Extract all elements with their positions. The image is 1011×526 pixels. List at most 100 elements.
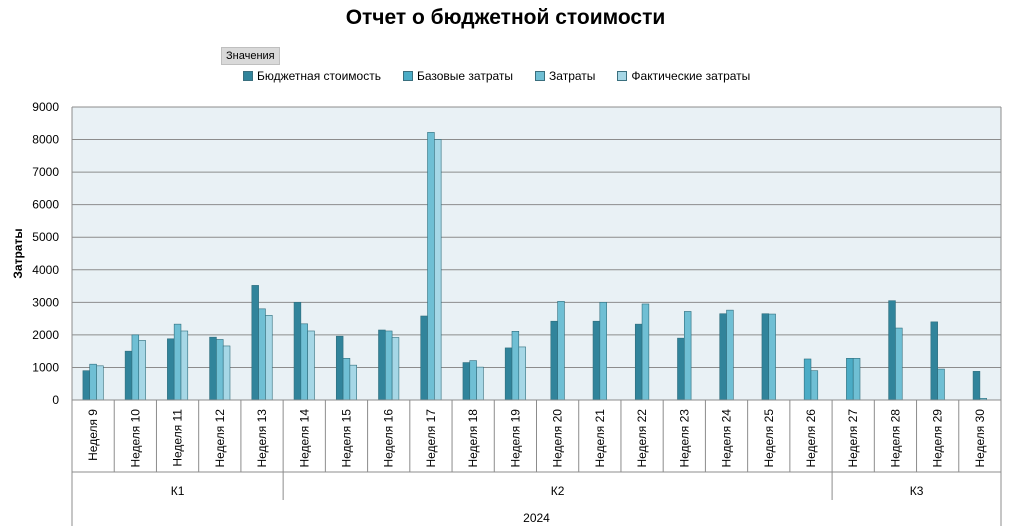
legend-item[interactable]: Бюджетная стоимость: [243, 69, 381, 83]
bar: [768, 313, 776, 401]
x-tick-label: Неделя 21: [593, 409, 607, 468]
bar: [511, 331, 520, 401]
y-tick-label: 8000: [32, 133, 59, 147]
x-tick-label: Неделя 17: [424, 409, 438, 468]
bar: [846, 358, 854, 401]
y-tick-label: 1000: [32, 360, 59, 374]
bar: [504, 347, 513, 401]
bar: [173, 323, 182, 401]
bar: [726, 309, 734, 401]
bar: [469, 360, 477, 401]
x-tick-label: Неделя 18: [466, 409, 480, 468]
bar: [138, 340, 146, 401]
bar: [641, 303, 650, 401]
bar: [124, 350, 133, 401]
y-tick-label: 3000: [32, 295, 59, 309]
bar: [434, 139, 442, 401]
x-tick-label: Неделя 14: [297, 409, 311, 468]
year-label: 2024: [523, 511, 550, 525]
x-tick-label: Неделя 27: [846, 409, 860, 468]
bar: [852, 358, 861, 401]
legend-swatch: [535, 71, 546, 81]
y-tick-label: 7000: [32, 165, 59, 179]
legend-item[interactable]: Затраты: [535, 69, 595, 83]
bar: [518, 346, 526, 401]
bar: [307, 330, 315, 401]
bar: [972, 371, 981, 401]
x-tick-label: Неделя 16: [382, 409, 396, 468]
y-axis-label: Затраты: [11, 228, 25, 278]
quarter-label: К2: [551, 484, 565, 498]
bar: [378, 329, 386, 401]
x-tick-label: Неделя 23: [677, 409, 691, 468]
bar: [476, 366, 484, 401]
bar: [265, 315, 273, 401]
bar: [293, 302, 302, 401]
x-tick-label: Неделя 29: [931, 409, 945, 468]
x-tick-label: Неделя 11: [171, 409, 185, 467]
bar: [719, 313, 727, 401]
bar: [96, 365, 104, 401]
bar: [803, 358, 812, 401]
x-tick-label: Неделя 19: [508, 409, 522, 468]
bar: [683, 311, 692, 401]
bar: [222, 345, 231, 401]
bar: [342, 358, 351, 401]
bar: [420, 315, 428, 401]
legend-item[interactable]: Базовые затраты: [402, 69, 514, 83]
x-tick-label: Неделя 22: [635, 409, 649, 468]
bar: [761, 313, 770, 401]
bar: [930, 321, 938, 401]
legend-label: Базовые затраты: [416, 69, 514, 83]
bar: [89, 363, 97, 401]
legend-label: Бюджетная стоимость: [257, 69, 381, 83]
quarter-label: К1: [171, 484, 185, 498]
y-tick-label: 5000: [32, 230, 59, 244]
y-tick-label: 0: [52, 393, 59, 407]
bar: [391, 337, 400, 401]
legend: Бюджетная стоимость Базовые затраты Затрат…: [243, 69, 772, 83]
bar: [300, 323, 308, 401]
bar: [167, 338, 175, 401]
bar: [599, 302, 607, 401]
bar: [895, 327, 903, 401]
bar: [131, 334, 140, 401]
bar: [216, 339, 224, 401]
x-tick-label: Неделя 26: [804, 409, 818, 468]
bar: [462, 362, 471, 401]
y-tick-label: 4000: [32, 263, 59, 277]
x-tick-label: Неделя 20: [551, 409, 565, 468]
x-tick-label: Неделя 15: [339, 409, 353, 468]
x-tick-label: Неделя 10: [128, 409, 142, 468]
legend-swatch: [617, 71, 628, 81]
x-tick-label: Неделя 13: [255, 409, 269, 468]
bar: [82, 370, 91, 401]
bar: [677, 337, 685, 401]
x-tick-label: Неделя 25: [762, 409, 776, 468]
bar: [335, 335, 344, 401]
legend-label: Затраты: [549, 69, 596, 83]
bar: [180, 330, 189, 401]
bar: [634, 323, 643, 401]
legend-item[interactable]: Фактические затраты: [617, 69, 750, 83]
x-tick-label: Неделя 28: [888, 409, 902, 468]
bar: [209, 336, 217, 401]
bar: [810, 370, 819, 401]
x-tick-label: Неделя 24: [720, 409, 734, 468]
x-tick-label: Неделя 12: [213, 409, 227, 468]
legend-swatch: [402, 71, 413, 81]
bar: [592, 320, 601, 401]
bar: [550, 320, 558, 401]
x-tick-label: Неделя 30: [973, 409, 987, 468]
values-field-button[interactable]: Значения: [221, 47, 280, 65]
bar: [251, 285, 259, 401]
bar: [557, 301, 565, 401]
bar: [427, 132, 435, 401]
bar: [385, 330, 393, 401]
bar: [258, 308, 266, 401]
legend-swatch: [243, 71, 253, 81]
y-tick-label: 9000: [32, 100, 59, 114]
x-tick-label: Неделя 9: [86, 409, 100, 461]
bar: [937, 368, 945, 401]
